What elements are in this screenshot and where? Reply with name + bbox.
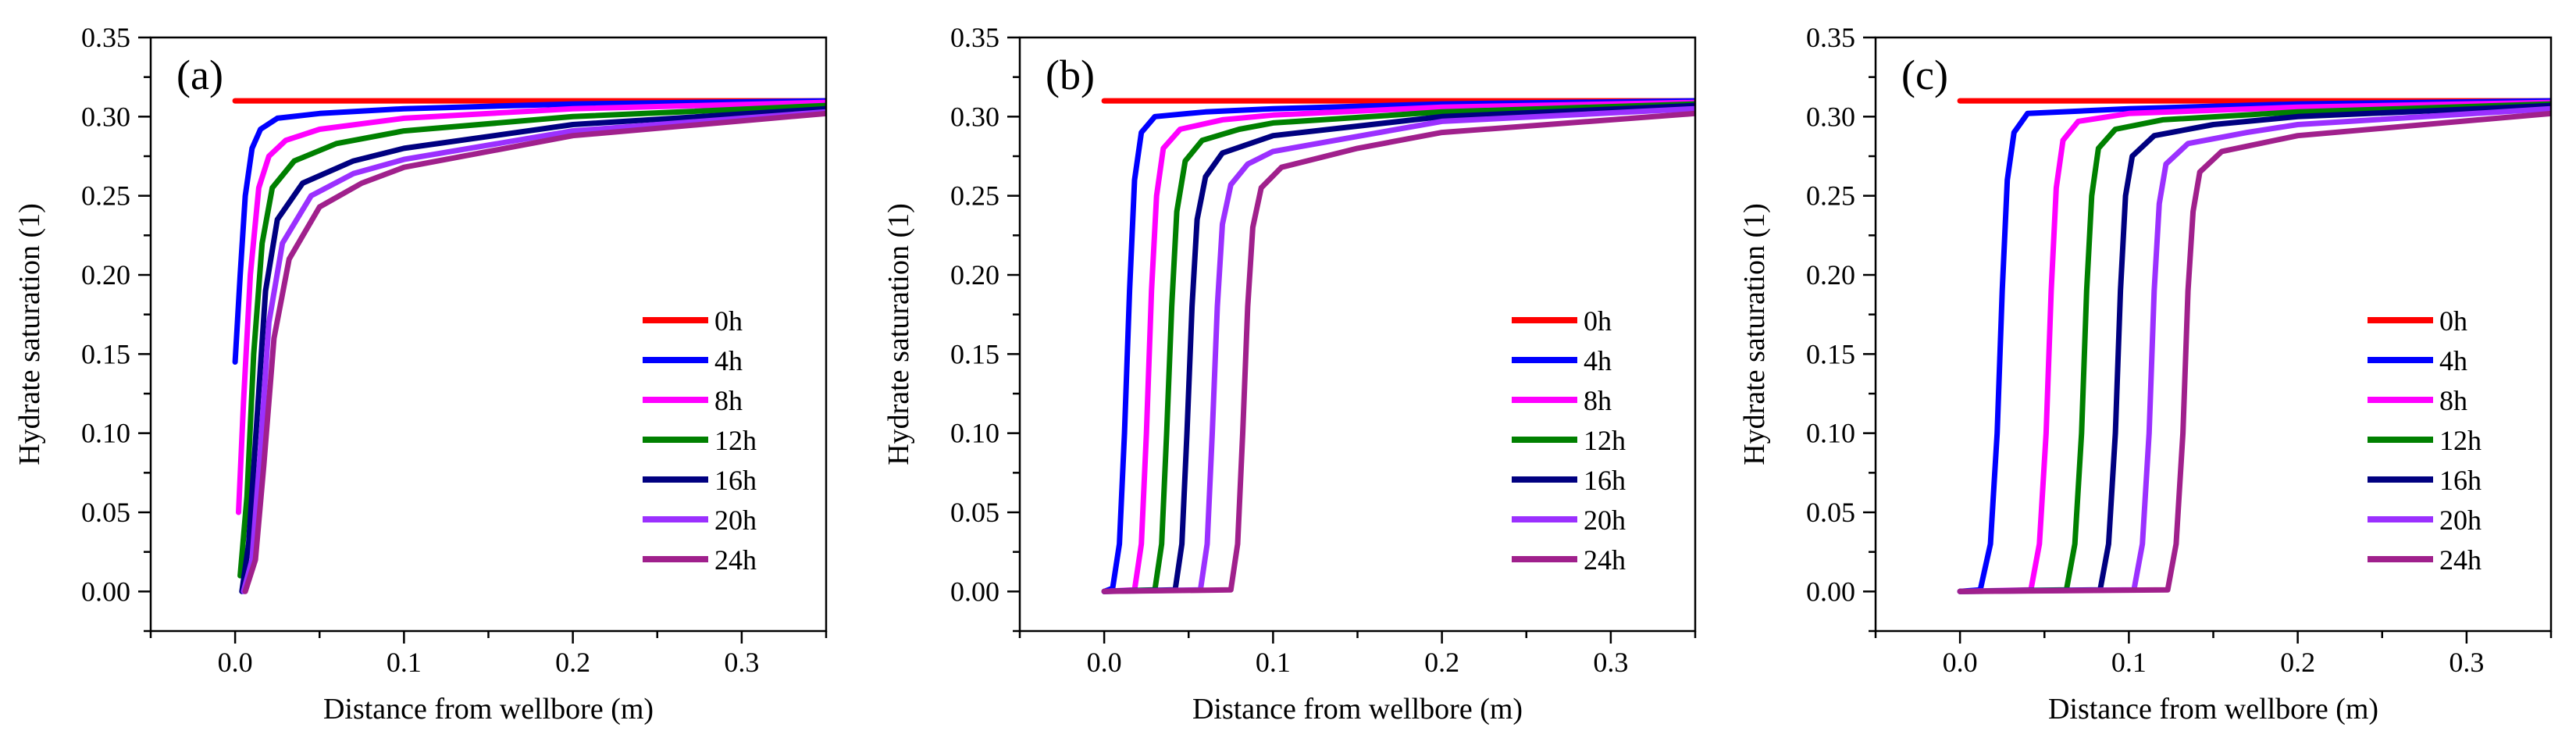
- legend-label-24h: 24h: [2439, 544, 2482, 576]
- series-line-12h: [1101, 101, 1695, 594]
- y-tick-label: 0.30: [950, 101, 999, 132]
- legend-label-12h: 12h: [2439, 425, 2482, 456]
- y-tick-label: 0.20: [1806, 259, 1855, 291]
- series-line-20h: [1101, 105, 1695, 594]
- legend-label-16h: 16h: [2439, 465, 2482, 496]
- x-tick-label: 0.3: [2449, 647, 2484, 678]
- legend-label-4h: 4h: [1584, 345, 1612, 376]
- x-tick-label: 0.1: [1256, 647, 1291, 678]
- y-tick-label: 0.05: [81, 497, 130, 528]
- y-tick-label: 0.10: [950, 418, 999, 449]
- series-line-8h: [1101, 99, 1695, 594]
- y-tick-label: 0.00: [1806, 576, 1855, 607]
- x-tick-label: 0.0: [1943, 647, 1978, 678]
- series-lines: [1957, 98, 2551, 594]
- x-axis-title: Distance from wellbore (m): [2048, 693, 2378, 726]
- x-tick-label: 0.0: [1087, 647, 1122, 678]
- series-line-4h: [1957, 98, 2551, 594]
- y-tick-label: 0.35: [1806, 22, 1855, 53]
- y-tick-label: 0.25: [81, 180, 130, 212]
- x-tick-label: 0.1: [387, 647, 422, 678]
- legend-label-24h: 24h: [1584, 544, 1626, 576]
- series-line-4h: [232, 98, 826, 365]
- chart-panel-2: 0.0 0.1 0.2 0.3 0.00 0.05 0.10 0.15 0.20 0.25 0.30…: [882, 22, 1697, 726]
- series-line-12h: [237, 102, 826, 579]
- legend-label-20h: 20h: [2439, 505, 2482, 536]
- legend: 0h 4h 8h 12h 16h 20h 24h: [643, 305, 757, 576]
- x-tick-label: 0.3: [724, 647, 759, 678]
- y-tick-label: 0.30: [81, 101, 130, 132]
- legend-label-12h: 12h: [1584, 425, 1626, 456]
- series-line-8h: [236, 99, 826, 515]
- y-tick-label: 0.25: [950, 180, 999, 212]
- series-line-16h: [1957, 102, 2551, 594]
- chart-panel-1: 0.0 0.1 0.2 0.3 0.00 0.05 0.10 0.15 0.20 0.25 0.30…: [13, 22, 828, 726]
- legend-label-8h: 8h: [2439, 385, 2467, 416]
- x-tick-label: 0.3: [1593, 647, 1628, 678]
- y-tick-label: 0.15: [1806, 338, 1855, 369]
- x-tick-label: 0.1: [2111, 647, 2147, 678]
- y-tick-label: 0.05: [1806, 497, 1855, 528]
- series-line-24h: [1957, 110, 2551, 594]
- legend-label-20h: 20h: [714, 505, 757, 536]
- panel-label: (b): [1046, 52, 1095, 98]
- legend-label-16h: 16h: [1584, 465, 1626, 496]
- y-tick-label: 0.00: [81, 576, 130, 607]
- series-line-20h: [240, 109, 826, 594]
- panel-label: (c): [1901, 52, 1948, 98]
- y-tick-label: 0.25: [1806, 180, 1855, 212]
- legend: 0h 4h 8h 12h 16h 20h 24h: [1512, 305, 1626, 576]
- x-axis-title: Distance from wellbore (m): [1192, 693, 1523, 726]
- y-tick-label: 0.05: [950, 497, 999, 528]
- legend-label-8h: 8h: [1584, 385, 1612, 416]
- x-tick-label: 0.2: [2280, 647, 2315, 678]
- y-tick-label: 0.20: [81, 259, 130, 291]
- y-tick-label: 0.00: [950, 576, 999, 607]
- panel-label: (a): [176, 52, 223, 98]
- legend-label-4h: 4h: [714, 345, 743, 376]
- y-tick-label: 0.10: [1806, 418, 1855, 449]
- y-axis-title: Hydrate saturation (1): [882, 203, 915, 465]
- legend-label-0h: 0h: [2439, 305, 2467, 337]
- series-line-16h: [1101, 102, 1695, 594]
- chart-panel-3: 0.0 0.1 0.2 0.3 0.00 0.05 0.10 0.15 0.20 0.25 0.30…: [1738, 22, 2553, 726]
- legend-label-0h: 0h: [1584, 305, 1612, 337]
- series-line-16h: [239, 105, 826, 594]
- x-tick-label: 0.2: [1424, 647, 1459, 678]
- legend-label-20h: 20h: [1584, 505, 1626, 536]
- legend-label-0h: 0h: [714, 305, 743, 337]
- y-axis-title: Hydrate saturation (1): [1738, 203, 1771, 465]
- series-lines: [1101, 98, 1695, 594]
- legend: 0h 4h 8h 12h 16h 20h 24h: [2368, 305, 2482, 576]
- series-line-20h: [1957, 105, 2551, 594]
- legend-label-8h: 8h: [714, 385, 743, 416]
- y-tick-label: 0.10: [81, 418, 130, 449]
- series-line-24h: [1101, 110, 1695, 594]
- series-line-12h: [1957, 101, 2551, 594]
- y-tick-label: 0.20: [950, 259, 999, 291]
- legend-label-12h: 12h: [714, 425, 757, 456]
- y-tick-label: 0.15: [81, 338, 130, 369]
- series-line-24h: [242, 110, 826, 594]
- y-axis-title: Hydrate saturation (1): [13, 203, 46, 465]
- y-tick-label: 0.35: [81, 22, 130, 53]
- x-tick-label: 0.2: [555, 647, 590, 678]
- legend-label-4h: 4h: [2439, 345, 2467, 376]
- y-tick-label: 0.30: [1806, 101, 1855, 132]
- legend-label-16h: 16h: [714, 465, 757, 496]
- legend-label-24h: 24h: [714, 544, 757, 576]
- x-tick-label: 0.0: [218, 647, 253, 678]
- series-line-4h: [1101, 98, 1695, 594]
- series-line-8h: [1957, 99, 2551, 594]
- y-tick-label: 0.15: [950, 338, 999, 369]
- x-axis-title: Distance from wellbore (m): [323, 693, 654, 726]
- series-lines: [232, 98, 826, 594]
- y-tick-label: 0.35: [950, 22, 999, 53]
